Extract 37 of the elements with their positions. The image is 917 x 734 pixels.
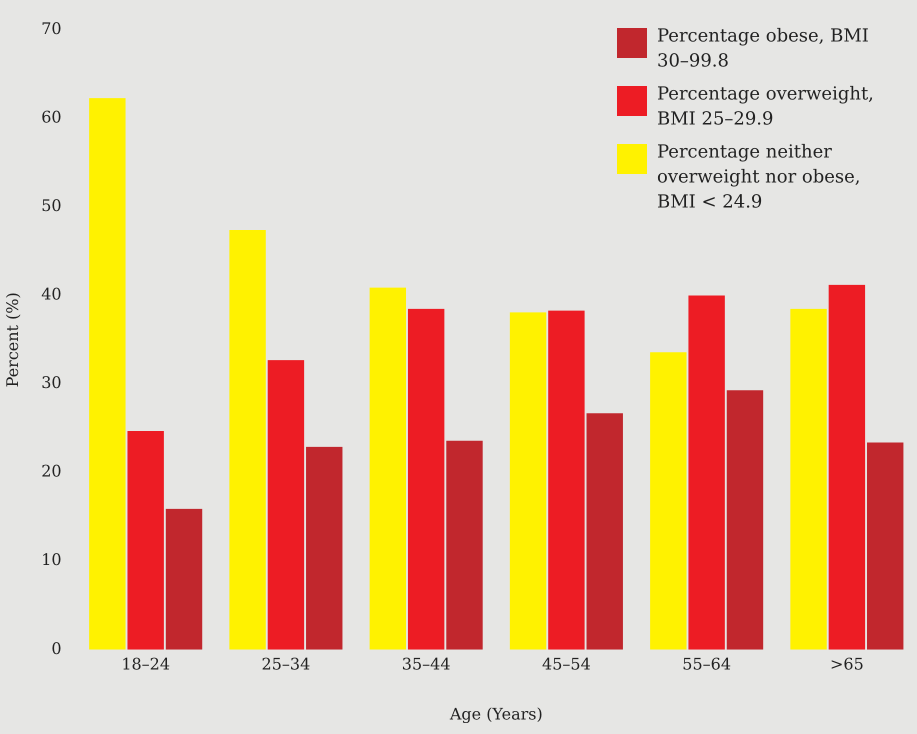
bar [446,440,483,650]
bar [510,312,546,650]
bar [306,446,342,650]
x-tick-label: >65 [830,654,864,674]
y-tick-label: 60 [41,108,62,127]
y-axis-title: Percent (%) [2,292,22,388]
bar [650,352,687,650]
y-tick-label: 50 [41,196,62,216]
bar [408,308,444,650]
bar [828,284,866,650]
bar [548,310,585,650]
x-axis-title: Age (Years) [448,704,543,724]
y-tick-label: 30 [41,373,62,392]
y-tick-label: 10 [41,550,62,570]
bar [688,296,725,650]
bar [726,390,764,650]
bar [268,360,304,650]
x-tick-label: 45–54 [542,654,591,674]
y-tick-label: 40 [41,284,62,304]
bar [166,508,202,650]
y-tick-label: 20 [41,462,62,481]
legend-label: Percentage neither overweight nor obese, BMI < 24.9 [657,142,861,213]
y-tick-label: 0 [51,638,62,658]
legend-label: Percentage overweight, BMI 25–29.9 [657,84,874,130]
x-tick-label: 55–64 [682,654,731,674]
bar [229,230,266,650]
x-tick-label: 35–44 [402,654,451,674]
bar [790,308,827,650]
bar [586,413,623,650]
bar [867,442,904,650]
bar [89,98,126,650]
y-tick-label: 70 [41,19,62,38]
x-tick-label: 25–34 [262,654,310,674]
bar [127,430,164,650]
x-tick-label: 18–24 [121,654,170,674]
bar [370,288,406,650]
legend-label: Percentage obese, BMI 30–99.8 [657,26,869,72]
